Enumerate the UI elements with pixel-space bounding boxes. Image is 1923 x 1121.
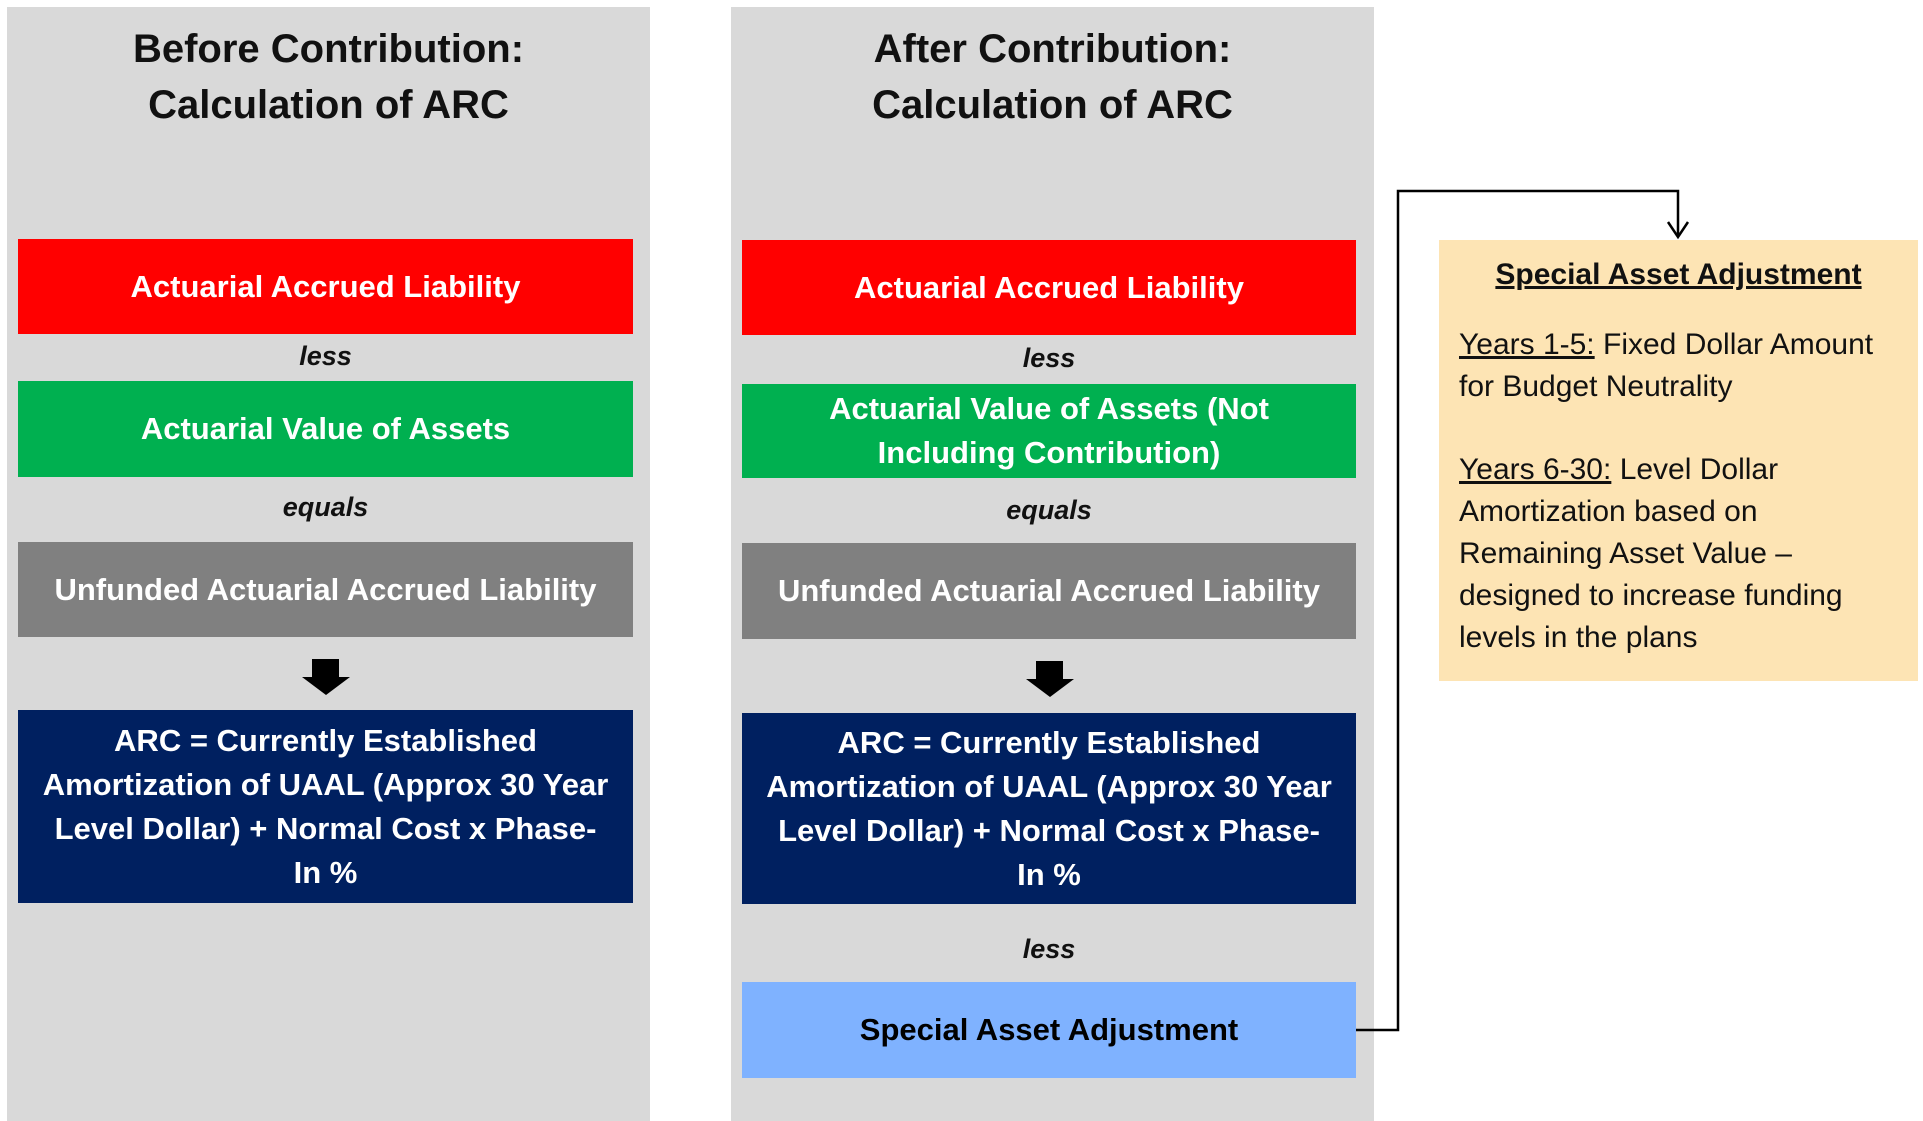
note-label: Years 1-5: (1459, 328, 1595, 361)
note-item: Years 6-30: Level Dollar Amortization ba… (1459, 449, 1898, 659)
connector-arrowhead (1666, 221, 1690, 240)
uaal-box: Unfunded Actuarial Accrued Liability (18, 542, 633, 637)
assets-box: Actuarial Value of Assets (Not Including… (742, 384, 1356, 478)
uaal-box: Unfunded Actuarial Accrued Liability (742, 543, 1356, 639)
panel-title: After Contribution: (873, 27, 1232, 71)
operator: equals (282, 492, 369, 522)
note-text: Level Dollar Amortization based on Remai… (1459, 453, 1843, 654)
operator: less (1022, 934, 1076, 964)
down-arrow (302, 659, 350, 695)
arc-box: ARC = Currently Established Amortization… (18, 710, 633, 903)
assets-box: Actuarial Value of Assets (18, 381, 633, 477)
note-item: Years 1-5: Fixed Dollar Amount for Budge… (1459, 324, 1898, 408)
liability-box: Actuarial Accrued Liability (742, 240, 1356, 335)
operator: equals (1006, 495, 1092, 525)
panel-title: Calculation of ARC (148, 83, 509, 127)
panel-title: Calculation of ARC (872, 83, 1233, 127)
operator: less (299, 341, 352, 371)
liability-box: Actuarial Accrued Liability (18, 239, 633, 334)
note-text: Fixed Dollar Amount for Budget Neutralit… (1459, 328, 1874, 403)
operator: less (1022, 343, 1076, 373)
arc-box: ARC = Currently Established Amortization… (742, 713, 1356, 904)
connector-line (1356, 189, 1680, 1032)
note-title: Special Asset Adjustment (1495, 258, 1862, 291)
panel-title: Before Contribution: (132, 27, 525, 71)
adjustment-box: Special Asset Adjustment (742, 982, 1356, 1078)
note-label: Years 6-30: (1459, 453, 1612, 486)
note-box: Special Asset Adjustment Years 1-5: Fixe… (1439, 240, 1918, 681)
down-arrow (1026, 661, 1074, 697)
